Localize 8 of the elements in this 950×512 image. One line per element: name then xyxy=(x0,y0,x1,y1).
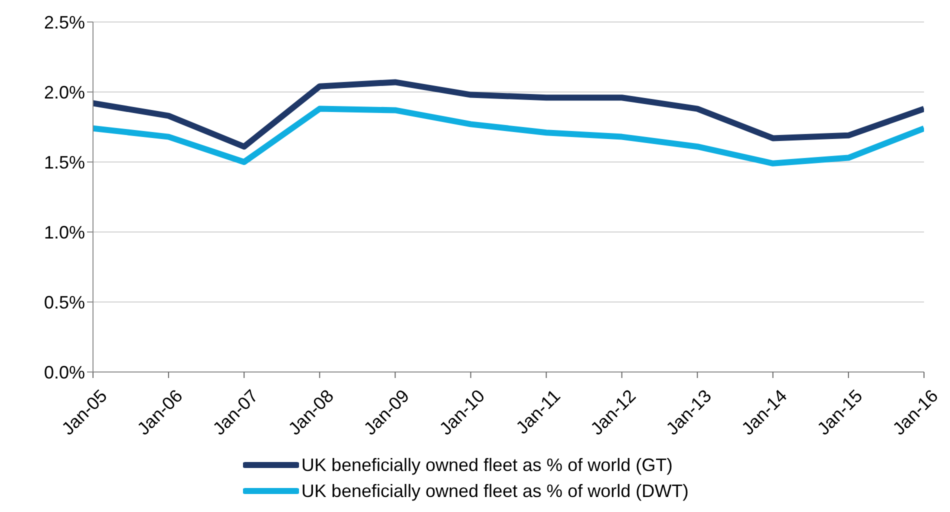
y-tick-label: 0.5% xyxy=(44,292,85,312)
legend-label: UK beneficially owned fleet as % of world (GT) xyxy=(301,454,673,476)
y-tick-label: 1.0% xyxy=(44,222,85,242)
y-tick-label: 1.5% xyxy=(44,152,85,172)
legend-label: UK beneficially owned fleet as % of world (DWT) xyxy=(301,480,689,502)
y-tick-label: 0.0% xyxy=(44,362,85,382)
y-tick-label: 2.5% xyxy=(44,12,85,32)
y-tick-label: 2.0% xyxy=(44,82,85,102)
